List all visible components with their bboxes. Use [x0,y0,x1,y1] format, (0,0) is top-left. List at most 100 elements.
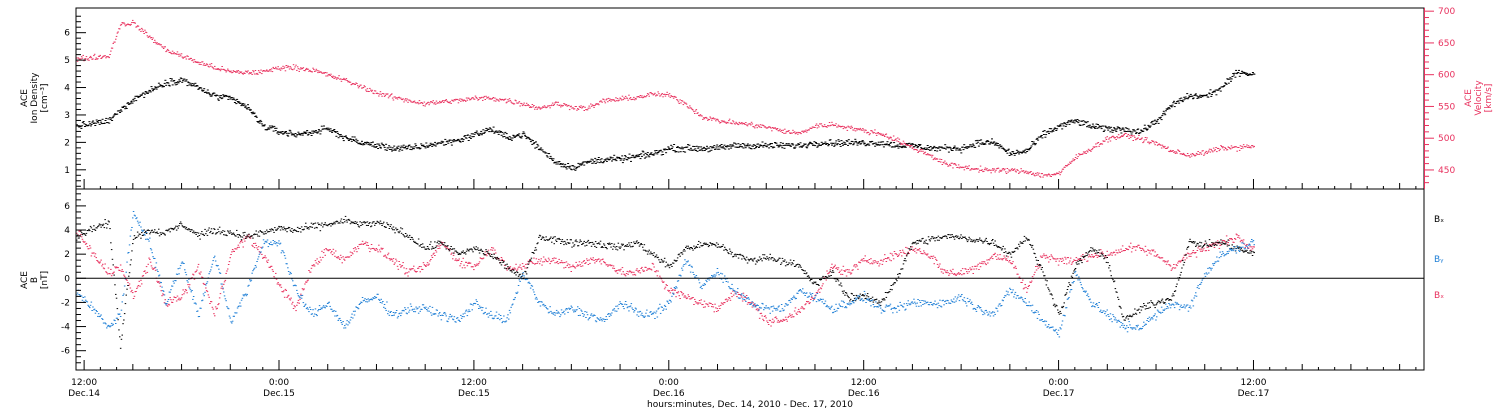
velocity-point [100,58,102,59]
ion-density-point [120,110,123,112]
velocity-point [878,133,880,135]
bz-point [1059,258,1061,260]
ion-density-point [1192,98,1194,100]
ion-density-point [1069,121,1072,123]
bz-point [897,256,899,257]
velocity-point [466,99,469,101]
ion-density-point [612,159,615,161]
velocity-point [462,100,464,102]
ion-density-point [277,133,280,135]
velocity-point [940,161,942,163]
bz-point [145,272,147,274]
velocity-point [500,99,503,101]
bx-point [392,226,395,228]
bx-point [178,225,180,227]
velocity-point [1061,170,1063,172]
ion-density-point [295,136,298,138]
ion-density-point [749,144,752,146]
velocity-point [534,108,536,110]
bz-point [87,248,89,250]
velocity-point [307,68,309,70]
bz-point [222,288,224,290]
velocity-point [1203,154,1205,156]
ion-density-point [1142,130,1145,132]
ion-density-point [1087,125,1090,127]
velocity-point [867,131,870,133]
velocity-point [951,162,953,164]
velocity-point [803,130,806,132]
velocity-point [109,54,111,55]
bz-point [310,267,313,269]
velocity-point [415,102,417,104]
velocity-point [1221,146,1223,147]
bx-point [179,223,181,224]
velocity-point [383,93,385,95]
bz-point [165,303,167,305]
velocity-point [1005,171,1007,173]
bz-point [509,266,512,268]
bz-point [836,267,838,269]
bx-point [384,226,387,228]
velocity-point [889,136,892,138]
velocity-point [196,61,198,63]
bz-point [1045,254,1048,256]
velocity-point [455,98,457,100]
bx-point [140,237,142,239]
bx-point [452,252,455,254]
ion-density-point [936,150,939,152]
velocity-point [1057,172,1060,174]
velocity-point [1128,137,1130,139]
velocity-point [1048,174,1051,176]
bz-point [1160,257,1162,259]
velocity-point [1004,168,1006,170]
bz-point [568,264,571,266]
velocity-point [584,106,586,108]
bz-point [526,263,529,265]
bz-point [643,270,646,272]
bz-point [899,250,901,252]
bz-point [240,241,242,242]
ion-density-point [940,146,943,148]
ion-density-point [691,149,694,151]
bz-point [810,296,813,298]
velocity-point [669,96,672,98]
ion-density-point [1065,124,1068,126]
velocity-point [1149,141,1151,143]
velocity-point [533,105,535,106]
bz-point [397,268,400,270]
ion-density-point [1125,131,1128,132]
bx-point [353,223,356,224]
bz-point [158,281,160,283]
bz-point [898,253,901,255]
velocity-point [1104,140,1106,142]
velocity-point [778,130,780,132]
ion-density-point [187,82,190,84]
bz-point [257,249,259,251]
velocity-point [298,70,300,72]
bz-point [661,280,663,282]
velocity-point [1036,172,1039,174]
bz-point [1204,250,1207,252]
velocity-point [163,46,166,48]
bz-point [732,294,735,296]
ion-density-point [734,146,737,148]
velocity-point [932,159,935,161]
bz-point [361,240,364,242]
bz-point [699,302,702,304]
ion-density-point [158,85,161,87]
ion-density-point [580,164,583,166]
ion-density-point [82,121,85,122]
bz-point [123,275,126,277]
ion-density-point [257,121,260,123]
bz-point [240,240,243,241]
ion-density-point [87,124,90,126]
ion-density-point [554,161,557,163]
bz-point [270,265,273,267]
velocity-point [594,105,596,106]
ion-density-point [1178,98,1181,100]
velocity-point [682,104,685,106]
velocity-point [1207,151,1209,153]
bz-point [763,316,766,317]
velocity-point [226,70,228,72]
bz-point [1097,255,1100,257]
